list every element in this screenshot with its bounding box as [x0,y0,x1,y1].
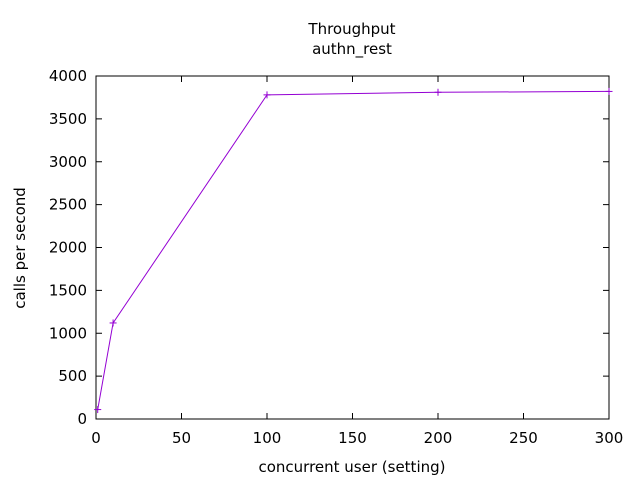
y-tick-label: 500 [58,367,87,385]
plot-frame [95,75,610,420]
data-point-marker [605,87,613,95]
y-tick-label: 1000 [49,324,87,342]
x-tick-label: 150 [338,429,367,447]
axis-ticks: 0 50 100 150 200 250 3000500100015002000250030… [49,67,624,447]
y-tick-label: 2500 [49,196,87,214]
x-tick-label: 250 [509,429,538,447]
x-axis-title: concurrent user (setting) [258,458,445,476]
data-point-marker [434,88,442,96]
data-point-marker [94,406,102,414]
y-tick-label: 3500 [49,110,87,128]
y-tick-label: 0 [77,410,87,428]
y-tick-label: 1500 [49,281,87,299]
y-axis-title: calls per second [11,187,29,309]
x-tick-label: 300 [595,429,624,447]
x-tick-label: 100 [253,429,282,447]
y-tick-label: 2000 [49,239,87,257]
data-point-marker [109,319,117,327]
series-line [97,90,610,410]
x-tick-label: 0 [91,429,101,447]
y-tick-label: 4000 [49,67,87,85]
series-layer [94,87,613,414]
x-tick-label: 50 [172,429,191,447]
x-tick-label: 200 [424,429,453,447]
data-point-marker [263,91,271,99]
chart-subtitle: authn_rest [312,40,392,59]
chart-title: Throughput [307,20,395,38]
y-tick-label: 3000 [49,153,87,171]
